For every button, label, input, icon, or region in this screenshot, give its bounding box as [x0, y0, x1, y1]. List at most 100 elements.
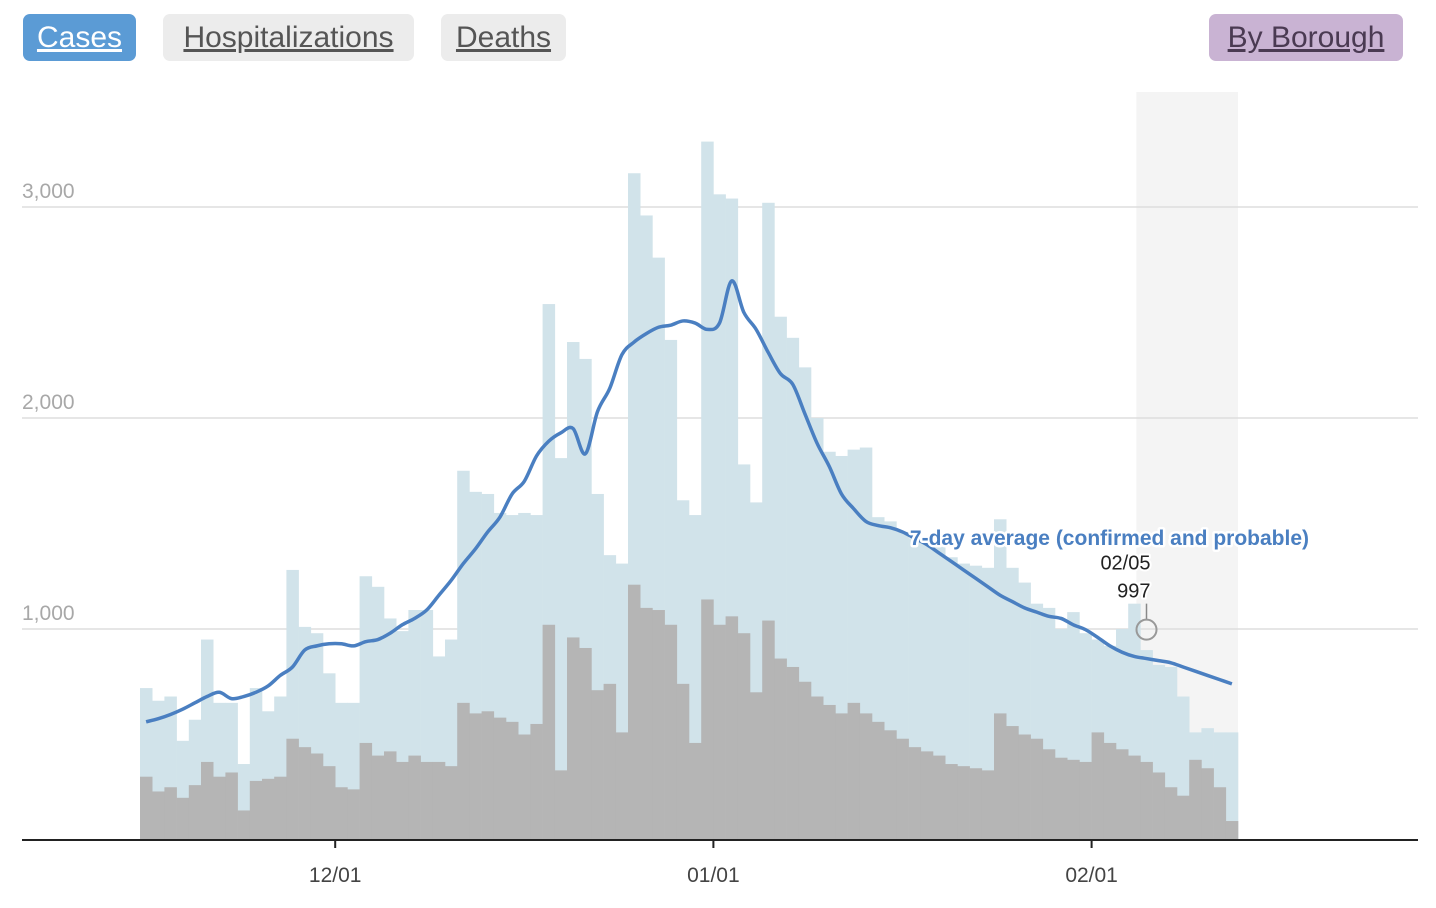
x-tick-labels: 12/01 01/01 02/01 [309, 840, 1118, 887]
confirmed-bar [579, 647, 592, 840]
confirmed-bar [945, 764, 958, 840]
confirmed-bar [457, 702, 470, 840]
confirmed-bar [1164, 787, 1178, 840]
confirmed-bar [1006, 726, 1019, 840]
confirmed-bar [164, 787, 177, 840]
confirmed-bar [310, 753, 324, 840]
confirmed-bar [823, 704, 836, 840]
confirmed-bar [420, 761, 434, 840]
confirmed-bar [969, 768, 983, 840]
confirmed-bar [1091, 732, 1105, 840]
confirmed-bar [591, 690, 604, 840]
confirmed-bar [469, 713, 482, 840]
confirmed-bar [249, 780, 263, 840]
tab-hospitalizations[interactable]: Hospitalizations [163, 14, 414, 61]
confirmed-bar [237, 810, 251, 840]
confirmed-bar [188, 785, 202, 840]
confirmed-bar [811, 696, 824, 840]
confirmed-bar [262, 778, 275, 840]
cases-chart: 1,000 2,000 3,000 12/01 01/01 02/01 7-day av… [22, 92, 1418, 887]
confirmed-bar [957, 766, 970, 840]
y-tick-labels: 1,000 2,000 3,000 [22, 180, 75, 625]
confirmed-bar [872, 721, 885, 840]
confirmed-bar [1103, 742, 1117, 840]
confirmed-bar [701, 599, 714, 840]
confirmed-bar [298, 747, 312, 840]
confirmed-bar [896, 738, 909, 840]
confirmed-bar [542, 624, 556, 840]
y-tick-label: 3,000 [22, 180, 75, 203]
hover-date: 02/05 [1100, 553, 1150, 575]
confirmed-bar [432, 761, 446, 840]
tab-deaths[interactable]: Deaths [441, 14, 566, 61]
confirmed-bar [628, 584, 641, 840]
confirmed-bar [1067, 759, 1080, 840]
confirmed-bar [676, 683, 690, 840]
confirmed-bar [554, 770, 568, 840]
total-bar [1225, 732, 1239, 840]
tab-cases[interactable]: Cases [23, 14, 136, 61]
average-line-label: 7-day average (confirmed and probable) [910, 527, 1309, 550]
confirmed-bar [981, 770, 995, 840]
confirmed-bar [920, 751, 934, 840]
seven-day-average-line [145, 279, 1233, 724]
confirmed-bar [1055, 757, 1068, 840]
confirmed-bar [725, 616, 739, 840]
confirmed-bar [798, 681, 812, 840]
confirmed-bar [1152, 772, 1166, 840]
confirmed-bar [908, 747, 922, 840]
metric-tab-bar: Cases Hospitalizations Deaths By Borough [0, 0, 1436, 80]
confirmed-bar [615, 732, 629, 840]
confirmed-bar [1030, 738, 1044, 840]
confirmed-bar [603, 683, 617, 840]
confirmed-bar [323, 766, 336, 840]
confirmed-bar [689, 742, 702, 840]
confirmed-bar [567, 637, 580, 840]
confirmed-bar [140, 776, 153, 840]
confirmed-bar [359, 742, 373, 840]
confirmed-bar [1018, 734, 1031, 840]
confirmed-bar [786, 666, 800, 840]
confirmed-bar [1116, 749, 1129, 840]
confirmed-bar [213, 776, 226, 840]
confirmed-bar [1128, 755, 1141, 840]
confirmed-bar [274, 776, 287, 840]
confirmed-bar [640, 607, 653, 840]
confirmed-bar [506, 721, 519, 840]
total-bar [554, 458, 568, 840]
confirmed-bar [518, 734, 531, 840]
confirmed-cases-bars [140, 584, 1239, 840]
x-tick-label: 12/01 [309, 864, 362, 887]
confirmed-bar [750, 692, 763, 840]
x-tick-label: 01/01 [687, 864, 740, 887]
confirmed-bar [347, 789, 360, 840]
confirmed-bar [408, 755, 421, 840]
confirmed-bar [1201, 768, 1214, 840]
confirmed-bar [201, 761, 214, 840]
confirmed-bar [835, 713, 848, 840]
confirmed-bar [176, 797, 190, 840]
hover-value: 997 [1117, 581, 1150, 603]
confirmed-bar [652, 610, 665, 840]
confirmed-bar [774, 658, 787, 840]
x-tick-label: 02/01 [1065, 864, 1118, 887]
confirmed-bar [445, 766, 458, 840]
confirmed-bar [859, 713, 873, 840]
hover-marker[interactable] [1135, 618, 1158, 641]
confirmed-bar [884, 730, 897, 840]
confirmed-bar [1225, 821, 1239, 840]
confirmed-bar [225, 772, 238, 840]
y-tick-label: 1,000 [22, 602, 75, 625]
confirmed-bar [481, 711, 495, 840]
confirmed-bar [933, 755, 946, 840]
confirmed-bar [384, 751, 397, 840]
confirmed-bar [530, 723, 543, 840]
confirmed-bar [396, 761, 409, 840]
confirmed-bar [737, 633, 751, 840]
confirmed-bar [371, 755, 385, 840]
confirmed-bar [1177, 795, 1190, 840]
by-borough-button[interactable]: By Borough [1209, 14, 1403, 61]
confirmed-bar [847, 702, 861, 840]
confirmed-bar [335, 787, 348, 840]
confirmed-bar [713, 624, 726, 840]
